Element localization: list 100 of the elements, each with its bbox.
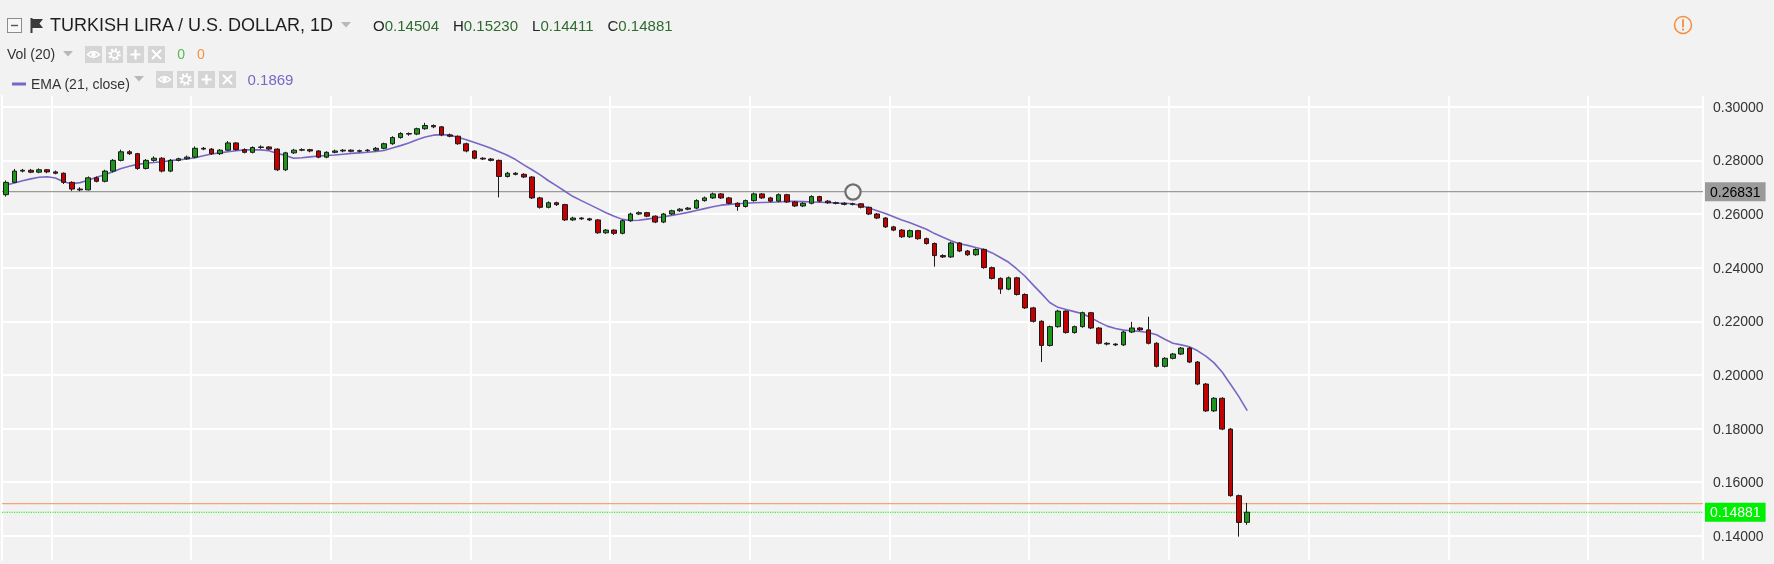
candlestick bbox=[488, 157, 494, 162]
candlestick bbox=[874, 212, 880, 220]
candlestick bbox=[12, 168, 17, 184]
candlestick bbox=[628, 212, 633, 223]
text: 0 bbox=[197, 46, 205, 62]
candlestick bbox=[858, 202, 864, 209]
candlestick bbox=[726, 196, 732, 205]
candlestick bbox=[1187, 346, 1192, 364]
candlestick bbox=[735, 201, 740, 212]
legend-label: EMA (21, close) bbox=[31, 76, 130, 92]
candlestick bbox=[537, 196, 543, 210]
candlestick bbox=[636, 210, 642, 216]
candlestick bbox=[110, 158, 116, 173]
y-tick-label: 0.16000 bbox=[1713, 474, 1764, 491]
candlestick bbox=[784, 193, 790, 204]
candlestick bbox=[61, 171, 66, 185]
candlestick bbox=[652, 214, 658, 224]
candlestick bbox=[1096, 326, 1102, 345]
candlestick bbox=[932, 241, 937, 268]
candlestick bbox=[258, 144, 264, 150]
candlestick bbox=[669, 209, 675, 216]
candlestick bbox=[390, 135, 395, 146]
candlestick bbox=[496, 159, 502, 198]
candlestick bbox=[792, 200, 798, 208]
chart-title: TURKISH LIRA / U.S. DOLLAR, 1D bbox=[50, 14, 334, 36]
candlestick bbox=[883, 216, 888, 229]
candlestick bbox=[825, 199, 831, 205]
candlestick bbox=[1211, 396, 1217, 413]
candlestick bbox=[1228, 427, 1233, 498]
candlestick bbox=[168, 158, 173, 173]
y-tick-label: 0.28000 bbox=[1713, 152, 1764, 169]
text: 0 bbox=[177, 46, 186, 62]
candlestick bbox=[472, 149, 477, 160]
candlestick bbox=[817, 195, 822, 203]
candlestick bbox=[611, 228, 617, 236]
candlestick bbox=[422, 122, 428, 131]
ref-line-label: 0.26831 bbox=[1710, 183, 1761, 200]
candlestick bbox=[36, 167, 42, 174]
candlestick bbox=[948, 241, 954, 259]
candlestick bbox=[28, 168, 34, 174]
candlestick bbox=[381, 142, 387, 150]
candlestick bbox=[135, 152, 140, 171]
candlestick bbox=[192, 145, 198, 159]
candlestick bbox=[743, 199, 748, 209]
candlestick bbox=[266, 145, 272, 151]
candlestick bbox=[866, 206, 872, 216]
candlestick bbox=[620, 218, 625, 235]
candlestick bbox=[209, 147, 214, 156]
candlestick bbox=[1203, 382, 1209, 413]
candlestick bbox=[3, 179, 9, 198]
candlestick bbox=[299, 147, 305, 152]
candlestick bbox=[1244, 502, 1250, 526]
candlestick bbox=[151, 155, 157, 163]
y-tick-label: 0.22000 bbox=[1713, 313, 1764, 330]
candlestick bbox=[570, 216, 576, 222]
candlestick bbox=[505, 171, 510, 179]
candlestick bbox=[800, 201, 806, 208]
text: 0.1869 bbox=[247, 70, 294, 88]
y-tick-label: 0.30000 bbox=[1713, 98, 1764, 115]
candlestick bbox=[554, 201, 559, 207]
candlestick bbox=[1104, 341, 1110, 346]
chart-subtitle: O0.14504 H0.15230 L0.14411 C0.14881 bbox=[373, 16, 673, 34]
candlestick bbox=[1195, 360, 1200, 386]
candlestick bbox=[603, 228, 609, 235]
candlestick bbox=[776, 192, 781, 203]
candlestick bbox=[463, 142, 469, 153]
candlestick bbox=[291, 148, 297, 155]
candlestick bbox=[973, 247, 979, 257]
candlestick bbox=[340, 148, 346, 153]
candlestick bbox=[833, 201, 839, 205]
candlestick bbox=[398, 131, 403, 140]
candlestick bbox=[1121, 330, 1126, 347]
candlestick bbox=[702, 196, 707, 203]
candlestick bbox=[85, 175, 91, 191]
y-tick-label: 0.26000 bbox=[1713, 206, 1764, 223]
candlestick bbox=[414, 127, 420, 136]
candlestick bbox=[965, 249, 970, 257]
candlestick bbox=[69, 180, 75, 192]
candlestick bbox=[940, 253, 946, 259]
candlestick bbox=[661, 212, 666, 224]
candlestick bbox=[274, 147, 280, 172]
candlestick bbox=[176, 157, 181, 162]
candlestick bbox=[1178, 346, 1184, 356]
candlestick bbox=[1030, 306, 1036, 324]
candlestick bbox=[1072, 325, 1077, 335]
candlestick bbox=[1137, 326, 1143, 332]
candlestick bbox=[1063, 309, 1069, 335]
candlestick bbox=[562, 203, 568, 222]
candlestick bbox=[439, 125, 444, 137]
candlestick bbox=[809, 194, 814, 205]
candlestick bbox=[94, 175, 99, 183]
candlestick bbox=[143, 158, 149, 170]
candlestick bbox=[1236, 494, 1242, 538]
candlestick bbox=[998, 276, 1003, 295]
candlestick bbox=[283, 151, 288, 172]
candlestick bbox=[957, 241, 962, 253]
candlestick bbox=[915, 229, 921, 241]
candlestick bbox=[77, 186, 83, 192]
candlestick bbox=[1162, 356, 1168, 368]
candlestick bbox=[685, 206, 691, 211]
